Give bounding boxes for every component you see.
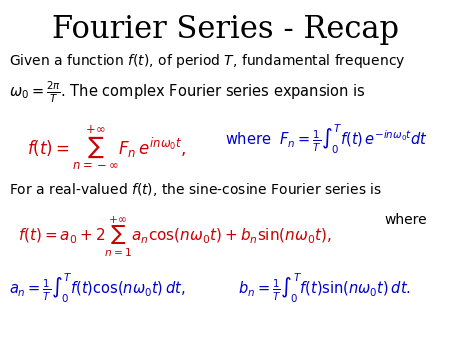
Text: For a real-valued $f(t)$, the sine-cosine Fourier series is: For a real-valued $f(t)$, the sine-cosin…	[9, 181, 382, 198]
Text: where  $F_n = \frac{1}{T}\int_0^T f(t)\, e^{-in\omega_0 t} dt$: where $F_n = \frac{1}{T}\int_0^T f(t)\, …	[225, 122, 428, 156]
Text: $a_n = \frac{1}{T}\int_0^T f(t)\cos(n\omega_0 t)\,dt,$: $a_n = \frac{1}{T}\int_0^T f(t)\cos(n\om…	[9, 272, 185, 306]
Text: $b_n = \frac{1}{T}\int_0^T f(t)\sin(n\omega_0 t)\,dt.$: $b_n = \frac{1}{T}\int_0^T f(t)\sin(n\om…	[238, 272, 411, 306]
Text: $f(t) = \sum_{n=-\infty}^{+\infty} F_n\, e^{in\omega_0 t},$: $f(t) = \sum_{n=-\infty}^{+\infty} F_n\,…	[27, 123, 186, 172]
Text: $\omega_0 = \frac{2\pi}{T}$. The complex Fourier series expansion is: $\omega_0 = \frac{2\pi}{T}$. The complex…	[9, 79, 366, 105]
Text: Given a function $f(t)$, of period $T$, fundamental frequency: Given a function $f(t)$, of period $T$, …	[9, 52, 405, 70]
Text: $f(t) = a_0 + 2\sum_{n=1}^{+\infty} a_n\cos(n\omega_0 t) + b_n\sin(n\omega_0 t),: $f(t) = a_0 + 2\sum_{n=1}^{+\infty} a_n\…	[18, 215, 332, 259]
Text: where: where	[385, 213, 428, 227]
Text: Fourier Series - Recap: Fourier Series - Recap	[51, 14, 399, 45]
